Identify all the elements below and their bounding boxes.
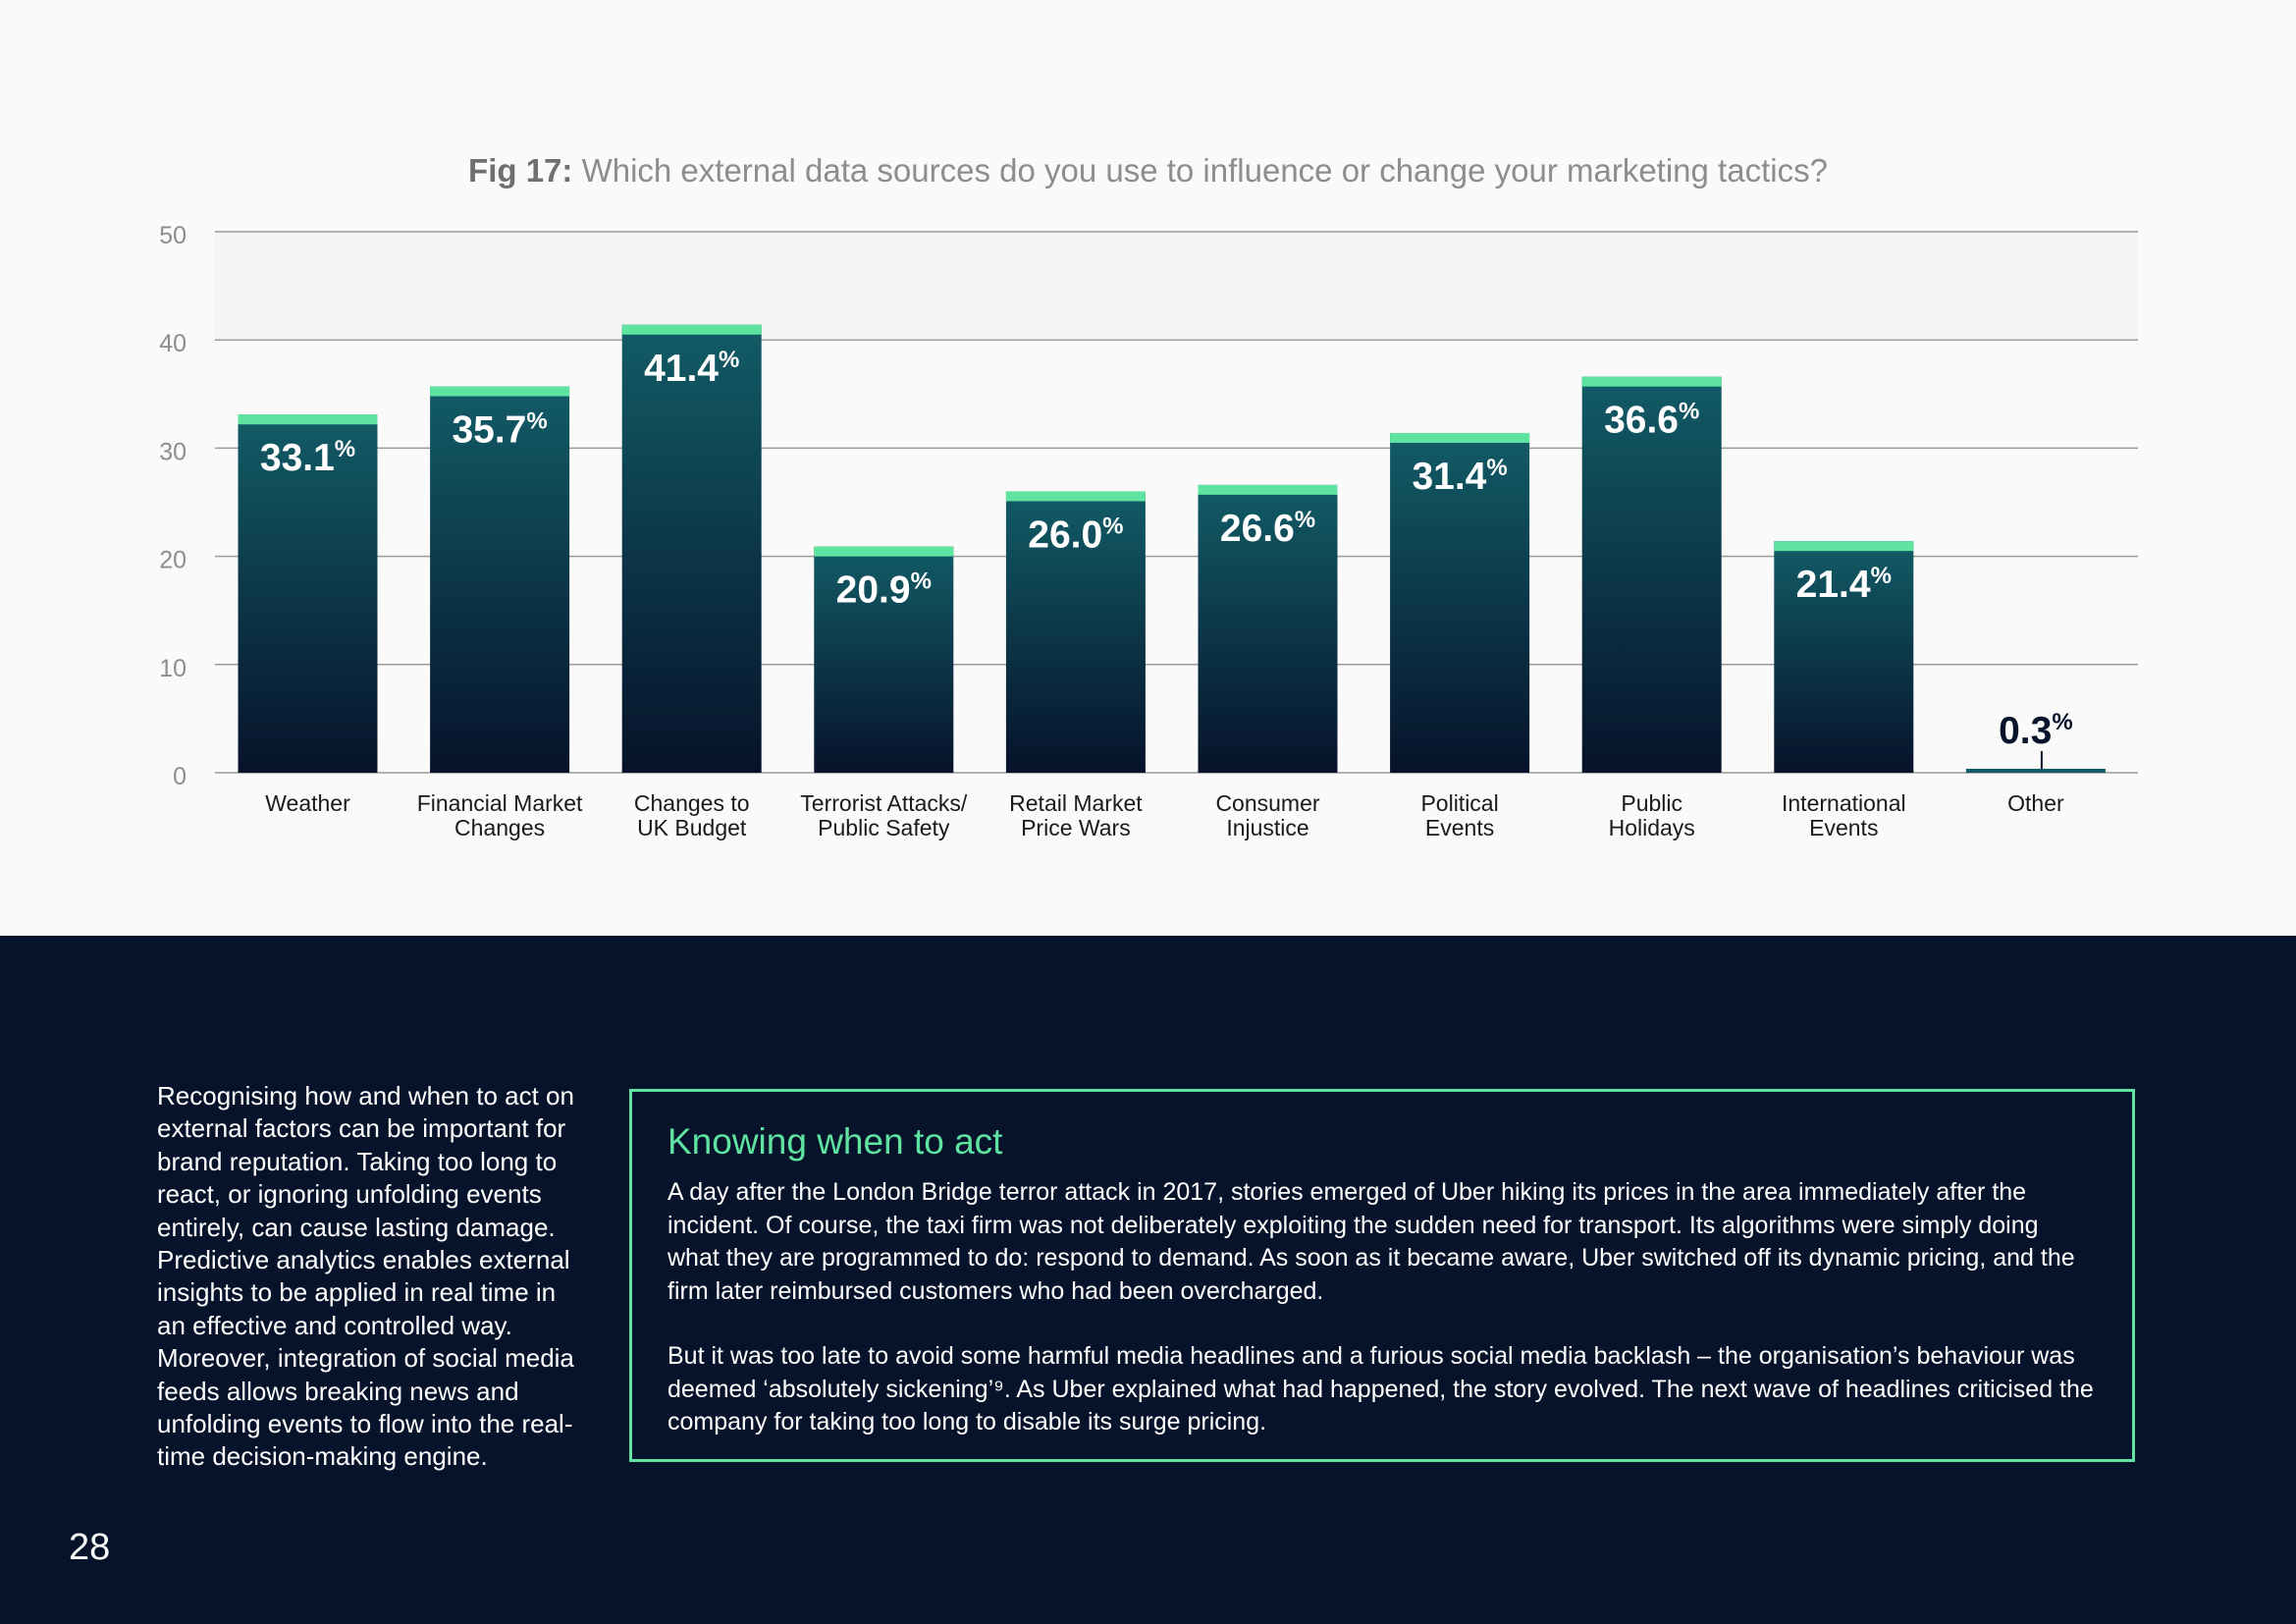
bar-cap bbox=[238, 414, 378, 425]
bar bbox=[814, 546, 954, 773]
bar bbox=[238, 414, 378, 773]
value-suffix: % bbox=[335, 436, 355, 462]
category-label: Events bbox=[1425, 815, 1494, 840]
category-label: Public Safety bbox=[818, 815, 950, 840]
callout-paragraph: But it was too late to avoid some harmfu… bbox=[667, 1342, 2094, 1435]
category-label: Injustice bbox=[1226, 815, 1308, 840]
bar bbox=[1198, 484, 1338, 773]
category-label: Financial Market bbox=[417, 790, 583, 816]
callout-box: Knowing when to act A day after the Lond… bbox=[629, 1089, 2135, 1462]
value-suffix: % bbox=[719, 347, 739, 373]
bar-cap bbox=[814, 546, 954, 557]
bar bbox=[621, 324, 762, 773]
category-label: Political bbox=[1420, 790, 1498, 816]
y-tick-label: 40 bbox=[159, 330, 187, 357]
chart-section: Fig 17: Which external data sources do y… bbox=[0, 152, 2296, 840]
category-label: Retail Market bbox=[1009, 790, 1143, 816]
bar bbox=[1005, 491, 1146, 773]
value-suffix: % bbox=[1871, 563, 1892, 589]
category-label: Public bbox=[1621, 790, 1682, 816]
y-tick-label: 0 bbox=[173, 763, 187, 790]
text-section bbox=[0, 936, 2296, 1624]
category-label: Changes to bbox=[634, 790, 750, 816]
category-label: Price Wars bbox=[1021, 815, 1131, 840]
y-tick-label: 20 bbox=[159, 547, 187, 574]
bar bbox=[1774, 541, 1914, 773]
y-tick-label: 30 bbox=[159, 438, 187, 465]
value-label: 0.3% bbox=[1999, 709, 2073, 752]
value-suffix: % bbox=[1295, 507, 1315, 533]
category-label: UK Budget bbox=[637, 815, 747, 840]
value-suffix: % bbox=[526, 408, 547, 435]
plot-band bbox=[215, 232, 2138, 341]
bar-cap bbox=[1774, 541, 1914, 552]
sidebar-paragraph: Recognising how and when to act on exter… bbox=[157, 1081, 574, 1472]
category-label: Terrorist Attacks/ bbox=[800, 790, 968, 816]
value-suffix: % bbox=[2052, 709, 2072, 735]
value-label: 33.1% bbox=[260, 436, 355, 479]
value-suffix: % bbox=[1486, 455, 1507, 481]
figure-title: Fig 17: Which external data sources do y… bbox=[0, 152, 2296, 189]
bar bbox=[1581, 376, 1722, 773]
bar-cap bbox=[1198, 484, 1338, 495]
figure-question: Which external data sources do you use t… bbox=[581, 152, 1828, 189]
bar-cap bbox=[621, 324, 762, 335]
category-label: Weather bbox=[265, 790, 350, 816]
bar-cap bbox=[1581, 376, 1722, 387]
page-number: 28 bbox=[69, 1527, 111, 1568]
callout-paragraph: A day after the London Bridge terror att… bbox=[667, 1178, 2075, 1305]
bar-cap bbox=[1390, 432, 1530, 443]
bar-cap bbox=[430, 386, 570, 397]
value-suffix: % bbox=[911, 568, 932, 595]
y-tick-label: 10 bbox=[159, 655, 187, 682]
bar-cap bbox=[1005, 491, 1146, 502]
value-suffix: % bbox=[1679, 399, 1699, 425]
bar bbox=[1390, 432, 1530, 773]
category-label: Changes bbox=[454, 815, 545, 840]
category-label: Consumer bbox=[1215, 790, 1319, 816]
category-label: Events bbox=[1809, 815, 1878, 840]
figure-label: Fig 17: bbox=[468, 152, 573, 189]
category-label: International bbox=[1782, 790, 1906, 816]
callout-title: Knowing when to act bbox=[667, 1121, 1003, 1162]
bar bbox=[430, 386, 570, 773]
category-label: Other bbox=[2007, 790, 2064, 816]
bar bbox=[1965, 769, 2106, 773]
y-tick-label: 50 bbox=[159, 222, 187, 249]
value-suffix: % bbox=[1102, 513, 1123, 539]
category-label: Holidays bbox=[1609, 815, 1695, 840]
